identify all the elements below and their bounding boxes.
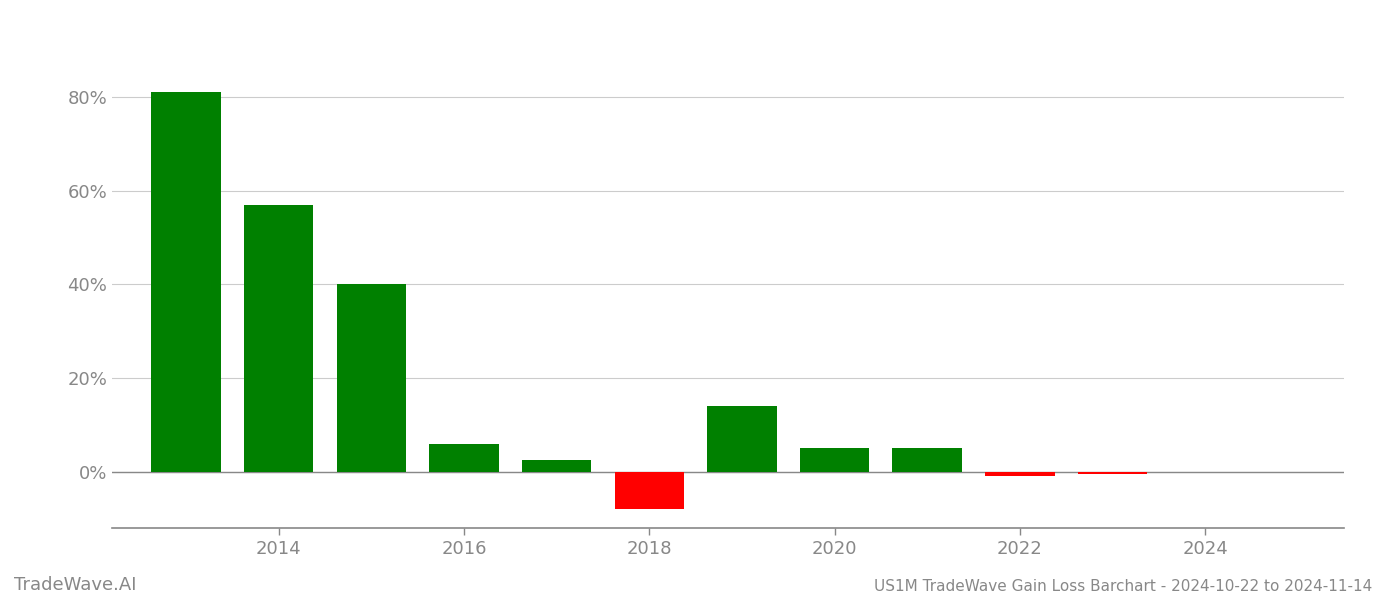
Bar [151, 92, 221, 472]
Text: US1M TradeWave Gain Loss Barchart - 2024-10-22 to 2024-11-14: US1M TradeWave Gain Loss Barchart - 2024… [874, 579, 1372, 594]
Bar [707, 406, 777, 472]
Bar [430, 443, 498, 472]
Bar [522, 460, 591, 472]
Bar [799, 448, 869, 472]
Bar [244, 205, 314, 472]
Bar [336, 284, 406, 472]
Bar [986, 472, 1054, 476]
Text: TradeWave.AI: TradeWave.AI [14, 576, 137, 594]
Bar [1078, 472, 1147, 474]
Bar [615, 472, 685, 509]
Bar [892, 448, 962, 472]
